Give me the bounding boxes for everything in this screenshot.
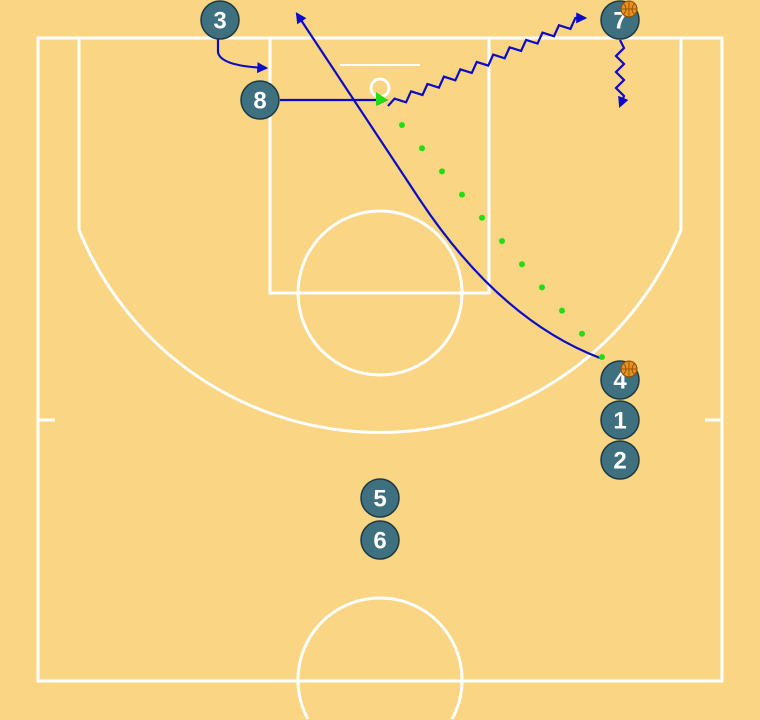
pass-dot xyxy=(599,354,605,360)
player-4[interactable]: 4 xyxy=(600,360,640,400)
pass-arrowhead xyxy=(376,92,388,106)
player-1[interactable]: 1 xyxy=(600,400,640,440)
pass-dot xyxy=(439,168,445,175)
player-label: 5 xyxy=(373,486,386,513)
player-marker xyxy=(200,0,240,40)
player-8[interactable]: 8 xyxy=(240,80,280,120)
pass-dot xyxy=(419,145,425,152)
cut-4-arrow xyxy=(295,12,601,360)
pass-dot xyxy=(399,122,405,128)
player-marker xyxy=(360,478,400,518)
player-label: 2 xyxy=(613,448,626,475)
player-5[interactable]: 5 xyxy=(360,478,400,518)
player-7[interactable]: 7 xyxy=(600,0,640,40)
player-marker xyxy=(240,80,280,120)
pass-dot xyxy=(519,261,525,268)
pass-dot xyxy=(479,214,485,221)
free-throw-circle xyxy=(296,209,464,377)
cut-3-arrow xyxy=(216,38,269,74)
player-label: 1 xyxy=(613,408,626,435)
player-label: 3 xyxy=(213,8,226,35)
pass-dot xyxy=(539,284,545,291)
pass-dot xyxy=(559,307,565,314)
basketball-icon xyxy=(620,0,638,18)
three-point-line xyxy=(77,38,683,434)
player-6[interactable]: 6 xyxy=(360,520,400,560)
basketball-icon xyxy=(620,360,638,378)
dribble-7-arrow xyxy=(614,39,629,109)
player-2[interactable]: 2 xyxy=(600,440,640,480)
player-3[interactable]: 3 xyxy=(200,0,240,40)
player-marker xyxy=(600,400,640,440)
pass-dot xyxy=(579,330,585,337)
player-marker xyxy=(360,520,400,560)
pass-dot xyxy=(499,238,505,244)
player-label: 8 xyxy=(253,88,266,115)
center-circle xyxy=(296,596,464,720)
pass-dot xyxy=(459,191,465,198)
dribble-8-arrow xyxy=(387,12,588,107)
player-label: 6 xyxy=(373,528,386,555)
key-lane xyxy=(268,36,491,295)
player-marker xyxy=(600,440,640,480)
